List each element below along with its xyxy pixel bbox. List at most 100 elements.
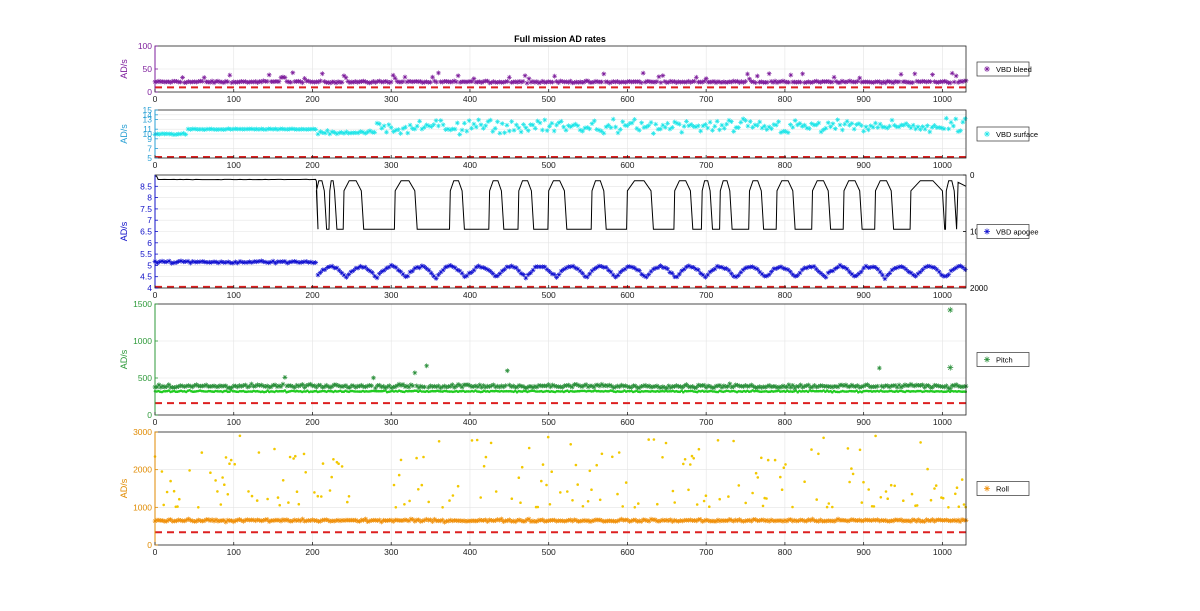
data-point-vbd-bleed <box>780 78 786 84</box>
data-point-roll <box>178 517 183 523</box>
data-point-vbd-bleed <box>564 79 569 85</box>
data-point-vbd-bleed <box>186 79 191 84</box>
data-point-vbd-apogee <box>554 275 559 280</box>
data-point-vbd-apogee <box>573 265 578 271</box>
data-point-pitch <box>369 383 374 389</box>
data-point-pitch <box>823 383 829 389</box>
data-point-vbd-bleed <box>325 79 331 85</box>
data-point-pitch <box>398 383 404 388</box>
data-point-pitch <box>599 381 605 387</box>
data-point-roll <box>207 518 213 524</box>
data-point-vbd-surface <box>280 126 285 132</box>
data-point-roll <box>508 518 514 524</box>
data-point-vbd-bleed <box>880 79 886 85</box>
data-point-roll <box>256 517 262 523</box>
data-point-vbd-bleed <box>556 80 561 86</box>
data-point-vbd-apogee <box>809 264 815 270</box>
data-point-roll <box>599 518 605 523</box>
y2-tick-label: 0 <box>970 171 975 180</box>
data-point-vbd-surface <box>273 126 278 132</box>
x-tick-label: 900 <box>857 547 871 557</box>
data-point-vbd-surface <box>662 124 668 130</box>
data-point-pitch <box>317 382 323 388</box>
data-point-roll <box>882 517 888 523</box>
data-point-vbd-apogee <box>303 259 309 264</box>
data-point-vbd-bleed <box>711 78 717 84</box>
data-point-vbd-bleed <box>201 75 207 80</box>
data-point-roll-secondary <box>479 496 483 499</box>
data-point-vbd-bleed <box>180 75 185 80</box>
data-point-vbd-bleed <box>300 80 306 86</box>
x-tick-label: 0 <box>153 547 158 557</box>
data-point-vbd-surface <box>443 127 448 132</box>
data-point-roll-secondary <box>489 441 493 445</box>
data-point-vbd-bleed <box>327 80 333 86</box>
data-point-vbd-apogee <box>421 264 427 270</box>
data-point-roll-secondary <box>782 466 786 470</box>
data-point-roll <box>485 519 491 524</box>
data-point-vbd-surface <box>379 125 385 131</box>
data-point-vbd-bleed <box>436 70 441 76</box>
data-point-vbd-apogee <box>419 263 425 269</box>
data-point-pitch <box>806 382 811 388</box>
data-point-vbd-surface <box>629 120 635 126</box>
data-point-vbd-surface <box>469 125 474 131</box>
data-point-vbd-surface <box>341 130 347 136</box>
data-point-vbd-surface <box>776 119 782 125</box>
data-point-roll <box>239 518 245 523</box>
data-point-vbd-bleed <box>884 78 890 84</box>
data-point-vbd-apogee <box>745 264 751 270</box>
data-point-vbd-bleed <box>406 78 412 84</box>
data-point-pitch <box>853 384 859 389</box>
data-point-vbd-surface <box>523 125 529 131</box>
data-point-pitch <box>906 383 912 388</box>
data-point-vbd-surface <box>750 124 756 130</box>
data-point-roll <box>467 518 473 524</box>
data-point-vbd-surface <box>488 117 493 123</box>
data-point-pitch <box>900 383 906 389</box>
data-point-pitch <box>939 384 945 390</box>
data-point-roll-secondary <box>169 479 172 483</box>
data-point-pitch <box>607 382 613 388</box>
data-point-vbd-surface <box>591 118 597 124</box>
data-point-pitch <box>581 383 587 388</box>
data-point-vbd-apogee <box>783 266 789 272</box>
data-point-vbd-bleed <box>251 79 256 85</box>
data-point-vbd-bleed <box>607 80 613 86</box>
data-point-pitch <box>396 381 402 387</box>
data-point-pitch <box>436 383 441 389</box>
data-point-roll <box>831 518 837 524</box>
data-point-vbd-bleed <box>871 80 876 85</box>
data-point-vbd-apogee <box>582 274 588 279</box>
data-point-roll <box>377 517 382 523</box>
data-point-vbd-apogee <box>466 270 472 276</box>
data-point-vbd-bleed <box>219 79 225 85</box>
data-point-pitch <box>184 383 189 389</box>
y-tick-label: 100 <box>138 41 152 51</box>
data-point-roll <box>310 517 315 523</box>
data-point-vbd-surface <box>478 122 484 128</box>
data-point-vbd-bleed <box>800 71 806 77</box>
data-point-roll <box>552 517 557 523</box>
data-point-pitch <box>808 384 813 390</box>
data-point-roll <box>237 517 243 522</box>
data-point-vbd-apogee <box>752 265 758 271</box>
data-point-roll-secondary <box>850 467 853 470</box>
data-point-vbd-bleed <box>747 76 752 82</box>
y-tick-label: 11 <box>143 124 152 134</box>
data-point-vbd-bleed <box>947 80 953 86</box>
data-point-vbd-surface <box>877 121 883 127</box>
data-point-roll <box>477 517 483 523</box>
data-point-vbd-apogee <box>284 260 290 266</box>
data-point-vbd-bleed <box>810 79 815 85</box>
data-point-pitch <box>321 384 327 390</box>
data-point-roll <box>314 518 319 523</box>
data-point-vbd-apogee <box>726 268 732 273</box>
data-point-vbd-surface <box>457 132 463 137</box>
data-point-vbd-apogee <box>868 264 874 270</box>
data-point-roll-secondary <box>162 503 165 507</box>
x-tick-label: 100 <box>227 417 241 427</box>
data-point-vbd-apogee <box>558 268 564 274</box>
data-point-vbd-surface <box>710 127 715 133</box>
data-point-pitch <box>357 383 363 389</box>
